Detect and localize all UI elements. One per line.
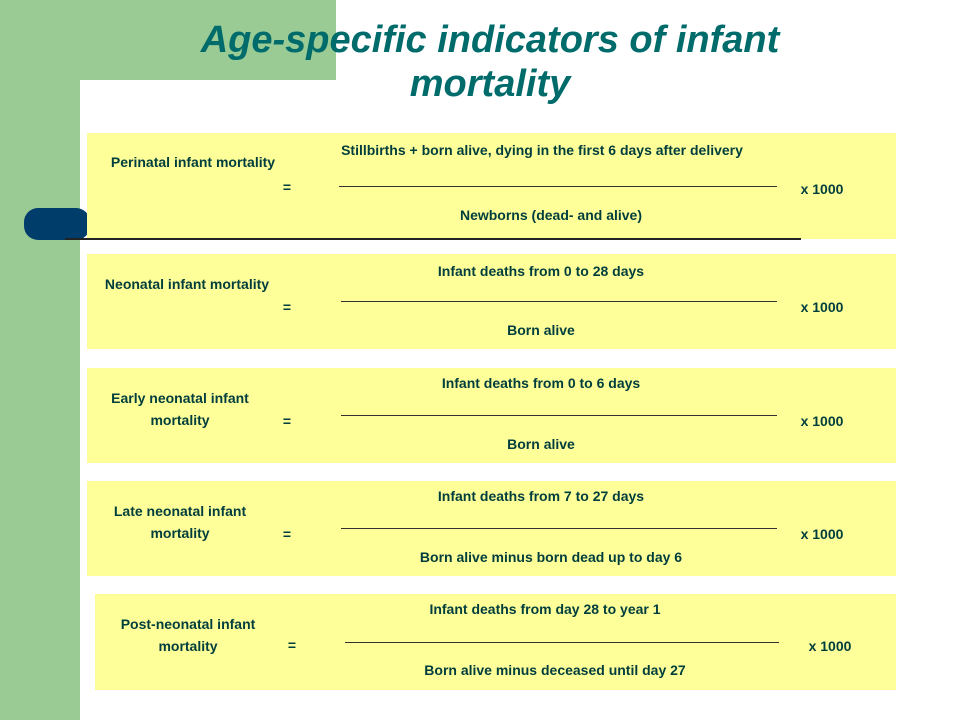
green-top-decoration <box>0 0 336 80</box>
fraction-line <box>345 642 779 643</box>
formula-numerator: Stillbirths + born alive, dying in the f… <box>341 142 743 158</box>
equals-sign: = <box>287 637 297 653</box>
fraction-line <box>341 528 777 529</box>
equals-sign: = <box>282 299 292 315</box>
formula-label: Neonatal infant mortality <box>104 276 270 292</box>
formula-box-perinatal: Perinatal infant mortality = Stillbirths… <box>87 133 896 239</box>
formula-box-neonatal: Neonatal infant mortality = Infant death… <box>87 254 896 349</box>
formula-denominator: Born alive minus born dead up to day 6 <box>419 549 683 565</box>
formula-box-late-neonatal: Late neonatal infant mortality = Infant … <box>87 481 896 576</box>
formula-numerator: Infant deaths from 0 to 6 days <box>441 375 641 391</box>
formula-denominator: Born alive minus deceased until day 27 <box>424 662 686 678</box>
formula-denominator: Born alive <box>507 436 575 452</box>
equals-sign: = <box>282 526 292 542</box>
multiplier: x 1000 <box>800 526 844 542</box>
rounded-corner-decoration <box>80 80 140 140</box>
fraction-line <box>341 415 777 416</box>
fraction-line <box>341 301 777 302</box>
formula-label: Post-neonatal infant mortality <box>120 616 256 654</box>
formula-label: Late neonatal infant mortality <box>113 503 247 541</box>
equals-sign: = <box>282 179 292 195</box>
multiplier: x 1000 <box>800 299 844 315</box>
formula-numerator: Infant deaths from 0 to 28 days <box>437 263 645 279</box>
formula-numerator: Infant deaths from 7 to 27 days <box>437 488 645 504</box>
formula-label: Early neonatal infant mortality <box>111 390 249 428</box>
equals-sign: = <box>282 413 292 429</box>
navy-bar-decoration <box>24 208 90 240</box>
green-sidebar-decoration <box>0 0 80 720</box>
formula-box-early-neonatal: Early neonatal infant mortality = Infant… <box>87 368 896 463</box>
fraction-line <box>339 186 777 187</box>
formula-numerator: Infant deaths from day 28 to year 1 <box>429 601 661 617</box>
formula-label: Perinatal infant mortality <box>110 154 276 170</box>
page-title: Age-specific indicators of infant mortal… <box>200 19 780 105</box>
multiplier: x 1000 <box>800 181 844 197</box>
multiplier: x 1000 <box>800 413 844 429</box>
separator-line <box>65 238 801 240</box>
formula-box-post-neonatal: Post-neonatal infant mortality = Infant … <box>95 594 896 690</box>
formula-denominator: Born alive <box>507 322 575 338</box>
multiplier: x 1000 <box>808 638 852 654</box>
formula-denominator: Newborns (dead- and alive) <box>459 207 643 223</box>
